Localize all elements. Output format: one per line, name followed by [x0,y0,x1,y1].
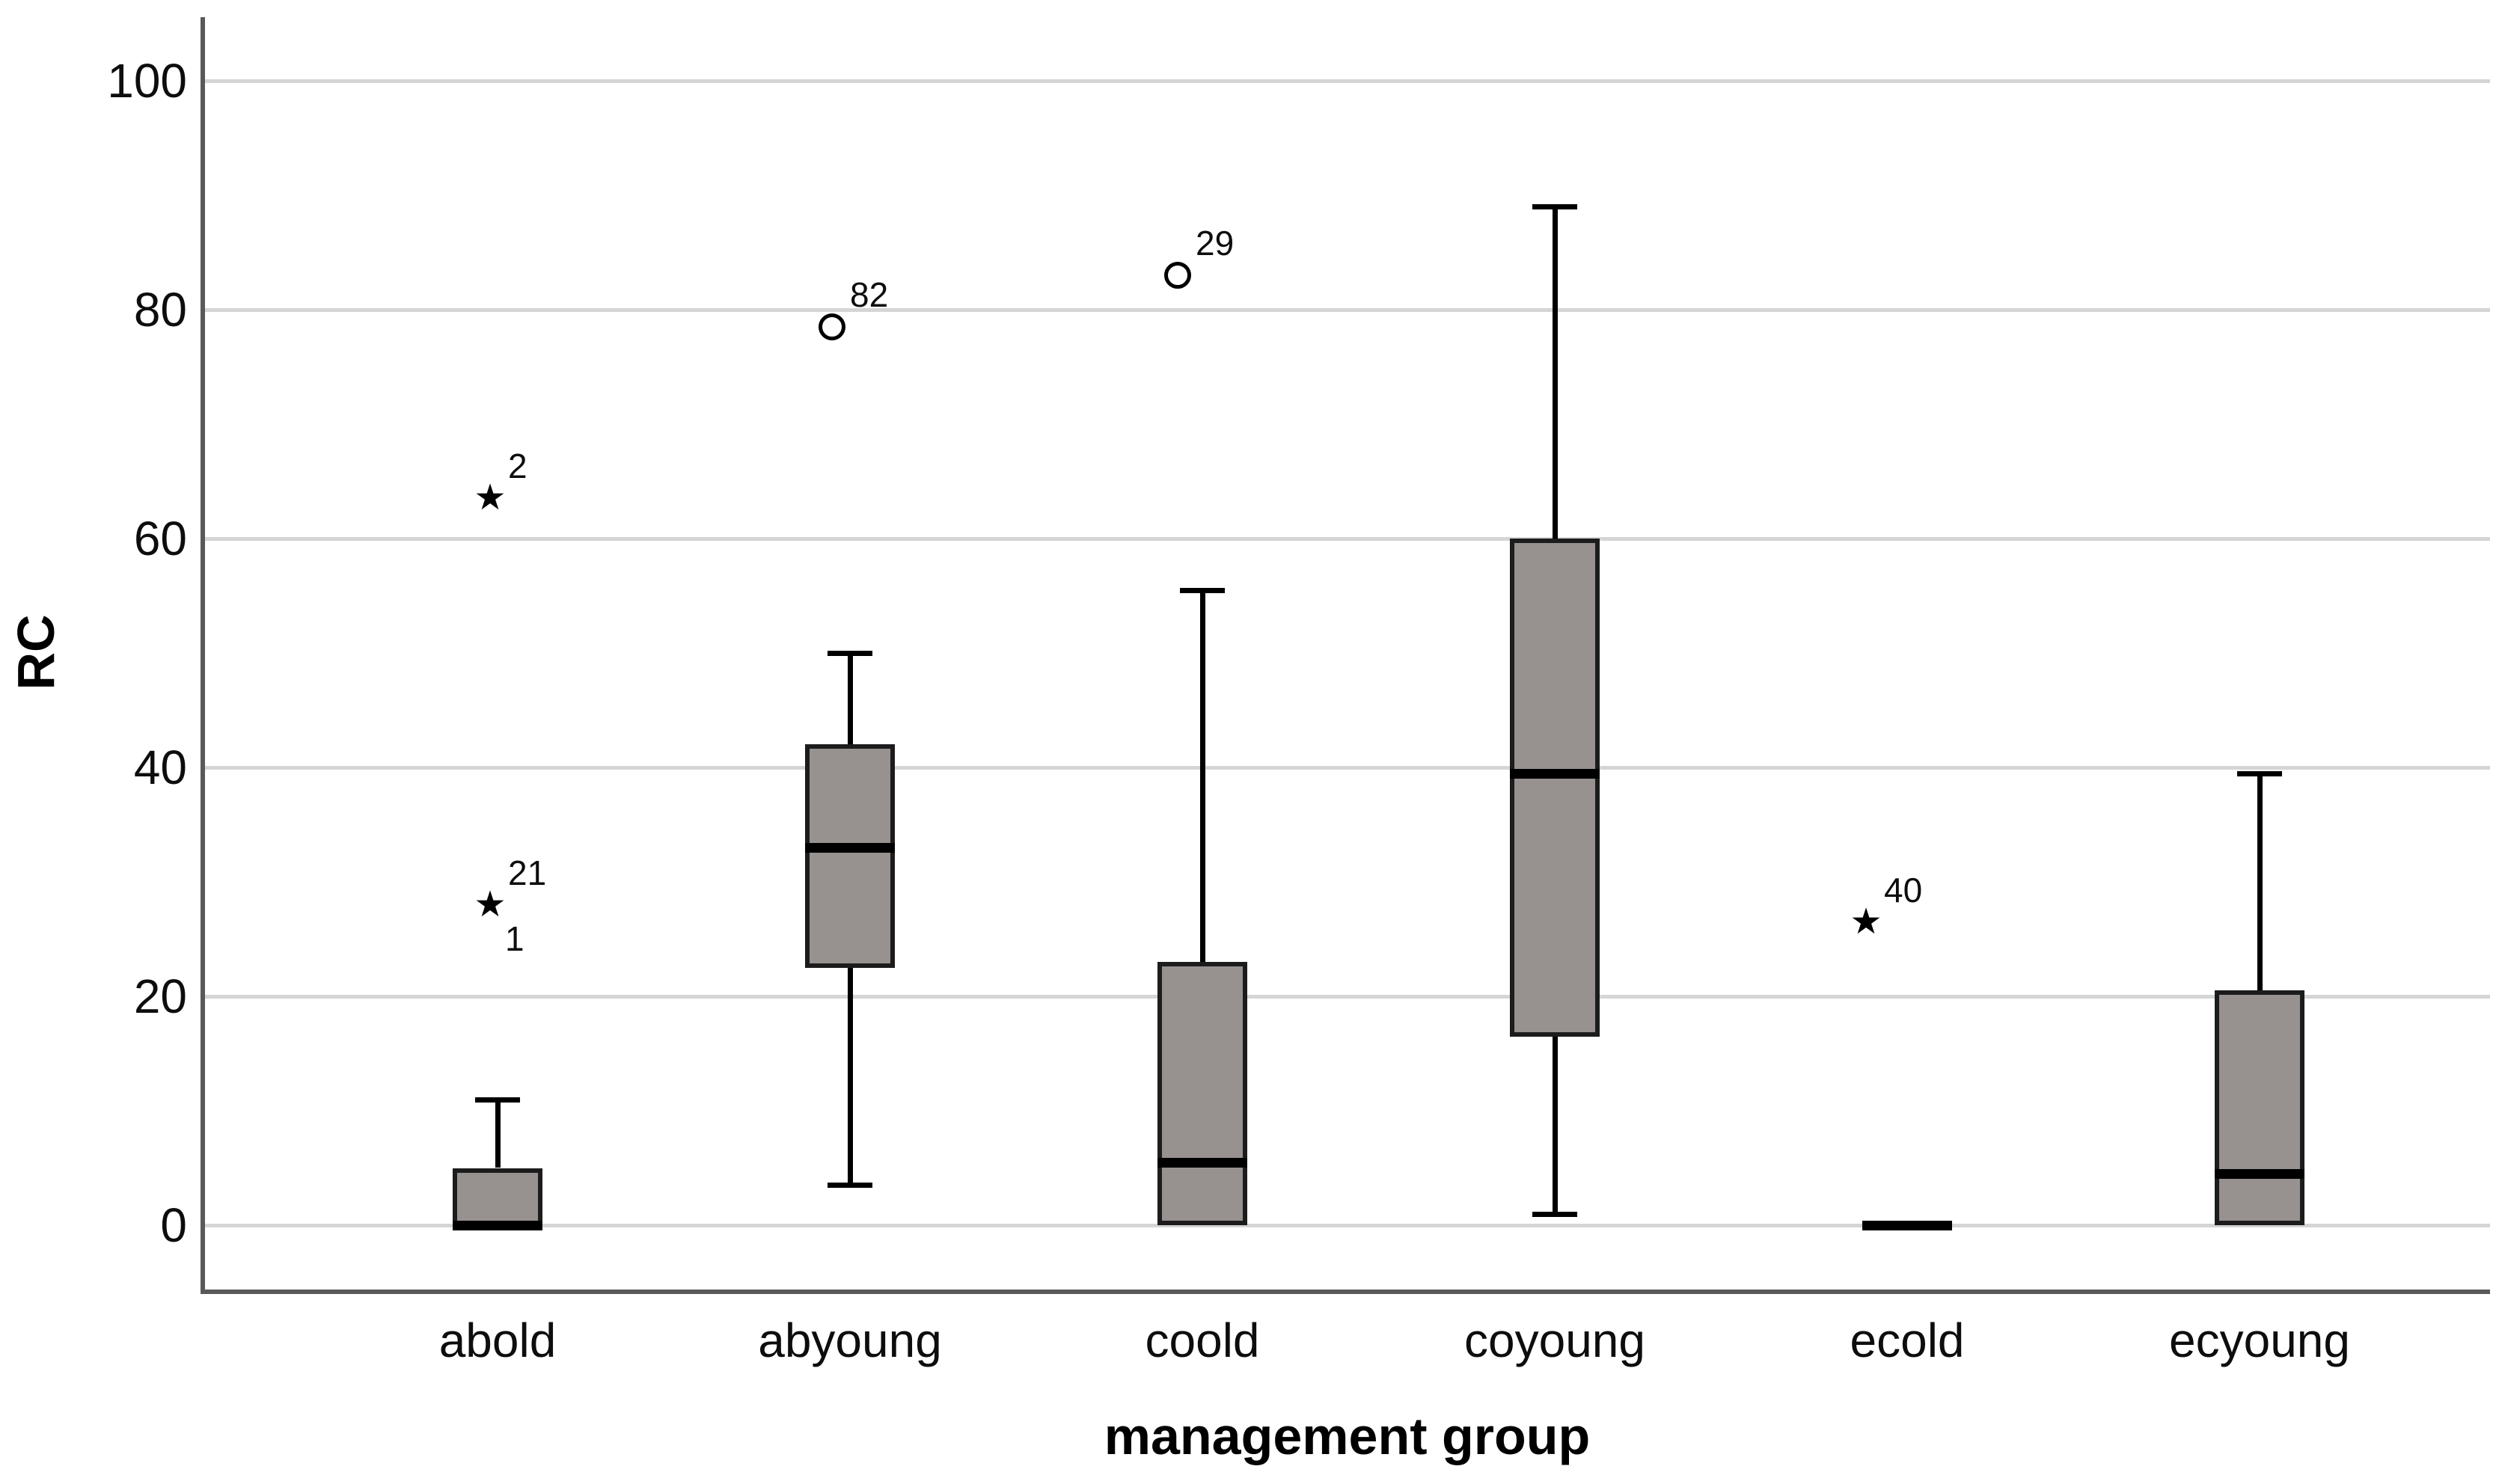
outlier-circle-marker [1164,262,1191,289]
box-ecyoung [2215,990,2304,1225]
median-line-abyoung [805,843,895,853]
outlier-star-marker: ★ [1850,901,1882,942]
outlier-case-label: 21 [508,853,547,892]
x-tick-label-abold: abold [438,1313,557,1367]
y-tick-label: 60 [133,512,187,565]
outlier-case-label: 40 [1884,870,1923,910]
median-line-abold [453,1221,542,1230]
upper-whisker-cap [1180,587,1225,593]
upper-whisker-stem [495,1099,501,1168]
upper-whisker-stem [848,653,853,745]
median-line-coold [1157,1157,1247,1168]
box-coold [1157,962,1247,1225]
outlier-star-marker: ★ [474,478,507,518]
box-abold [453,1168,542,1225]
gridline [204,766,2490,770]
outlier-case-label: 1 [505,919,524,958]
x-axis-title: management group [1104,1407,1591,1465]
outlier-case-label: 82 [850,275,889,314]
x-tick-label-ecold: ecold [1850,1313,1965,1367]
lower-whisker-stem [848,967,853,1186]
x-tick-label-ecyoung: ecyoung [2169,1313,2350,1367]
x-axis-line [201,1290,2490,1294]
upper-whisker-cap [475,1097,520,1103]
median-line-ecyoung [2215,1169,2304,1180]
y-axis-line [201,17,205,1294]
upper-whisker-cap [1532,204,1577,210]
y-axis-title: RC [7,614,65,690]
gridline [204,79,2490,83]
lower-whisker-cap [1532,1211,1577,1217]
upper-whisker-stem [1553,206,1558,539]
y-tick-label: 40 [133,741,187,794]
x-tick-label-coyoung: coyoung [1464,1313,1645,1367]
outlier-star-marker: ★ [474,884,507,925]
gridline [204,537,2490,541]
y-tick-label: 20 [133,969,187,1023]
lower-whisker-stem [1553,1036,1558,1214]
lower-whisker-cap [828,1183,872,1189]
gridline [204,995,2490,999]
gridline [204,308,2490,312]
median-line-coyoung [1510,768,1600,779]
y-tick-label: 80 [133,283,187,337]
median-line-ecold [1862,1221,1952,1230]
upper-whisker-stem [1200,589,1205,963]
outlier-circle-marker [819,313,845,340]
outlier-case-label: 29 [1196,224,1235,263]
box-coyoung [1510,539,1600,1037]
outlier-case-label: 2 [508,447,527,486]
y-tick-label: 100 [107,54,187,108]
x-tick-label-abyoung: abyoung [758,1313,942,1367]
box-abyoung [805,744,895,968]
gridline [204,1224,2490,1227]
x-tick-label-coold: coold [1145,1313,1260,1367]
y-tick-label: 0 [160,1198,187,1252]
upper-whisker-cap [2237,770,2282,776]
upper-whisker-stem [2257,773,2263,991]
upper-whisker-cap [828,651,872,656]
